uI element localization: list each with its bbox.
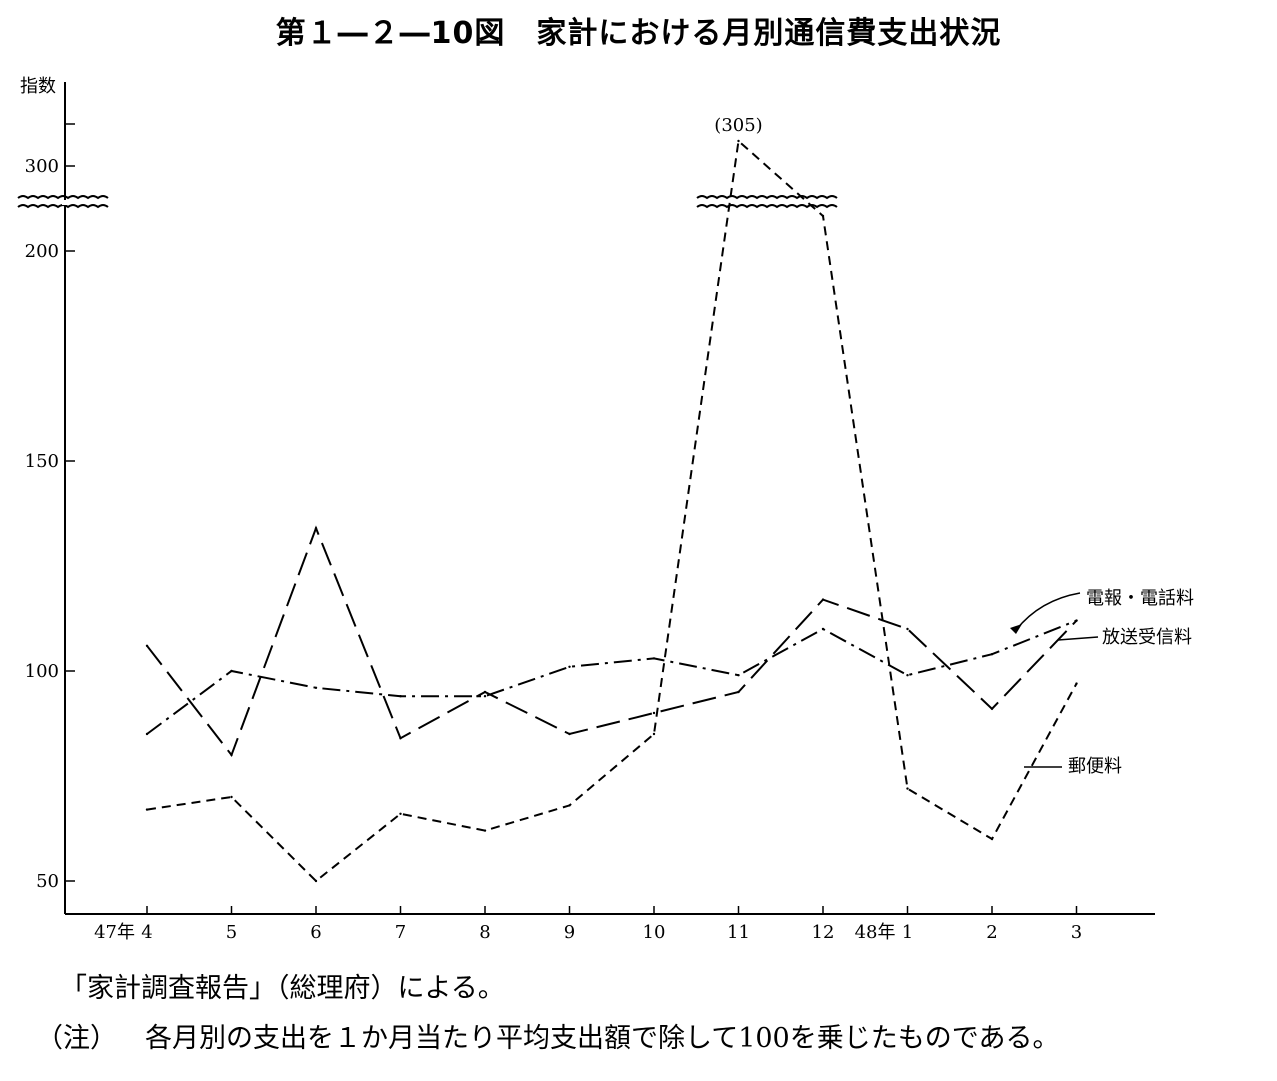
data-point — [906, 627, 909, 631]
footnote: （注） 各月別の支出を１か月当たり平均支出額で除して100を乗じたものである。 — [36, 1016, 1059, 1055]
data-point — [314, 879, 318, 883]
data-point — [145, 808, 149, 811]
data-point — [737, 690, 740, 694]
series-line — [146, 525, 1078, 758]
data-point — [230, 753, 233, 757]
data-point — [568, 732, 571, 736]
axis-break-mark — [17, 204, 109, 209]
axis-break-gap — [62, 200, 68, 205]
data-point — [652, 657, 656, 660]
x-tick-label: 5 — [226, 922, 237, 943]
axis-break-mark — [17, 195, 109, 200]
axis-break-mark — [696, 204, 838, 209]
data-point — [314, 686, 318, 689]
data-point — [906, 674, 909, 677]
series-line — [146, 619, 1077, 735]
data-point — [568, 804, 571, 807]
x-tick-label: 8 — [479, 922, 490, 943]
leader-line — [1015, 592, 1081, 631]
series-lines — [145, 139, 1078, 883]
data-point — [652, 732, 656, 736]
axes: 指数 — [17, 76, 1155, 915]
x-tick-label: 3 — [1071, 922, 1082, 943]
leader-arrow — [1010, 624, 1022, 634]
data-point — [821, 627, 825, 631]
data-point — [483, 829, 487, 832]
data-point — [145, 644, 149, 647]
y-axis-label: 指数 — [20, 76, 56, 97]
x-tick-label: 4 — [141, 922, 152, 943]
series-label: 郵便料 — [1068, 756, 1122, 777]
data-point — [399, 737, 402, 740]
data-point — [314, 527, 318, 530]
data-point — [737, 674, 740, 677]
x-tick-label: 11 — [727, 922, 750, 943]
data-point — [145, 732, 149, 736]
data-point — [568, 665, 571, 668]
series-label: 電報・電話料 — [1086, 588, 1194, 609]
data-point — [399, 695, 402, 698]
data-point — [399, 812, 402, 815]
data-point — [990, 653, 994, 656]
x-tick-label: 9 — [564, 922, 575, 943]
x-year-label: 48年 — [855, 922, 896, 943]
data-point — [821, 598, 825, 601]
data-point — [230, 795, 233, 799]
data-point — [483, 695, 487, 698]
y-tick-label: 200 — [25, 241, 59, 262]
data-point — [906, 787, 909, 790]
chart-title: 第１―２―10図 家計における月別通信費支出状況 — [275, 16, 1002, 51]
data-point — [990, 837, 994, 841]
data-point — [821, 214, 825, 218]
data-point — [1075, 619, 1078, 622]
peak-annotation: (305) — [714, 115, 762, 136]
y-ticks: 50 100 150 200 300 — [25, 123, 75, 892]
y-tick-label: 150 — [25, 451, 59, 472]
axis-break-mark — [696, 195, 838, 200]
footnote-text: 各月別の支出を１か月当たり平均支出額で除して100を乗じたものである。 — [145, 1023, 1060, 1054]
series-label: 放送受信料 — [1102, 627, 1192, 648]
source-note: 「家計調査報告」（総理府）による。 — [60, 973, 505, 1004]
x-tick-label: 10 — [643, 922, 666, 943]
x-year-label: 47年 — [94, 922, 135, 943]
x-tick-label: 6 — [310, 922, 321, 943]
leader-line — [1057, 636, 1099, 641]
data-point — [483, 690, 487, 694]
x-tick-label: 1 — [902, 922, 913, 943]
footnote-label: （注） — [36, 1023, 117, 1054]
data-point — [652, 711, 656, 715]
y-tick-label: 100 — [25, 661, 59, 682]
y-tick-label: 50 — [36, 871, 59, 892]
series-line — [146, 139, 1078, 883]
y-tick-label: 300 — [25, 156, 59, 177]
data-point — [230, 669, 233, 673]
data-point — [737, 139, 740, 143]
x-tick-label: 2 — [986, 922, 997, 943]
x-tick-label: 12 — [812, 922, 835, 943]
data-point — [1075, 682, 1078, 685]
x-tick-label: 7 — [395, 922, 406, 943]
data-point — [990, 707, 994, 710]
